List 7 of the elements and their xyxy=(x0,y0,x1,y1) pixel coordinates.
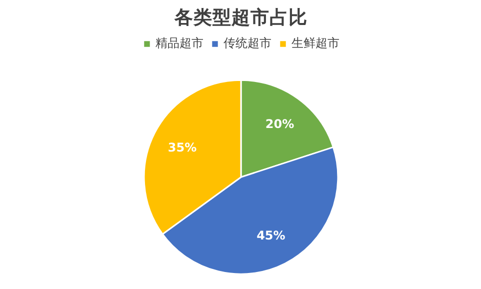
data-label: 20% xyxy=(265,116,294,131)
legend-label: 传统超市 xyxy=(224,35,272,52)
legend-label: 生鲜超市 xyxy=(292,35,340,52)
chart-title: 各类型超市占比 xyxy=(174,6,308,28)
data-label: 45% xyxy=(256,228,286,243)
data-label: 35% xyxy=(168,140,197,154)
legend-label: 精品超市 xyxy=(156,35,204,52)
